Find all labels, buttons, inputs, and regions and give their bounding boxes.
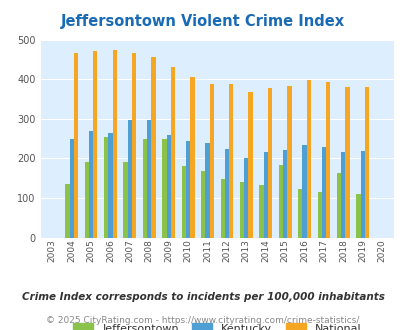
Bar (224, 148, 228, 238)
Bar (267, 88, 271, 238)
Bar (345, 87, 349, 238)
Text: © 2025 CityRating.com - https://www.cityrating.com/crime-statistics/: © 2025 CityRating.com - https://www.city… (46, 315, 359, 325)
Bar (171, 67, 175, 238)
Bar (181, 166, 185, 238)
Bar (220, 179, 224, 238)
Bar (93, 51, 97, 238)
Bar (166, 135, 171, 238)
Bar (74, 53, 78, 238)
Bar (306, 81, 310, 238)
Text: Crime Index corresponds to incidents per 100,000 inhabitants: Crime Index corresponds to incidents per… (21, 292, 384, 302)
Bar (200, 171, 205, 238)
Bar (282, 150, 287, 238)
Bar (128, 119, 132, 238)
Bar (360, 151, 364, 238)
Bar (259, 185, 263, 238)
Bar (85, 162, 89, 238)
Bar (325, 82, 330, 238)
Bar (248, 92, 252, 238)
Bar (278, 165, 282, 238)
Bar (336, 173, 340, 238)
Bar (297, 189, 302, 238)
Bar (89, 131, 93, 238)
Bar (162, 139, 166, 238)
Text: Jeffersontown Violent Crime Index: Jeffersontown Violent Crime Index (61, 14, 344, 29)
Bar (69, 139, 74, 238)
Bar (147, 119, 151, 238)
Bar (239, 182, 243, 238)
Bar (65, 184, 69, 238)
Bar (287, 86, 291, 238)
Bar (228, 84, 233, 238)
Bar (185, 141, 190, 238)
Bar (108, 133, 112, 238)
Bar (209, 84, 213, 238)
Bar (190, 77, 194, 238)
Bar (321, 147, 325, 238)
Bar (104, 137, 108, 238)
Bar (143, 139, 147, 238)
Bar (205, 143, 209, 238)
Bar (302, 145, 306, 238)
Legend: Jeffersontown, Kentucky, National: Jeffersontown, Kentucky, National (69, 318, 364, 330)
Bar (263, 152, 267, 238)
Bar (132, 53, 136, 238)
Bar (356, 194, 360, 238)
Bar (364, 87, 368, 238)
Bar (243, 158, 248, 238)
Bar (123, 162, 128, 238)
Bar (340, 152, 345, 238)
Bar (112, 50, 117, 238)
Bar (317, 192, 321, 238)
Bar (151, 57, 155, 238)
